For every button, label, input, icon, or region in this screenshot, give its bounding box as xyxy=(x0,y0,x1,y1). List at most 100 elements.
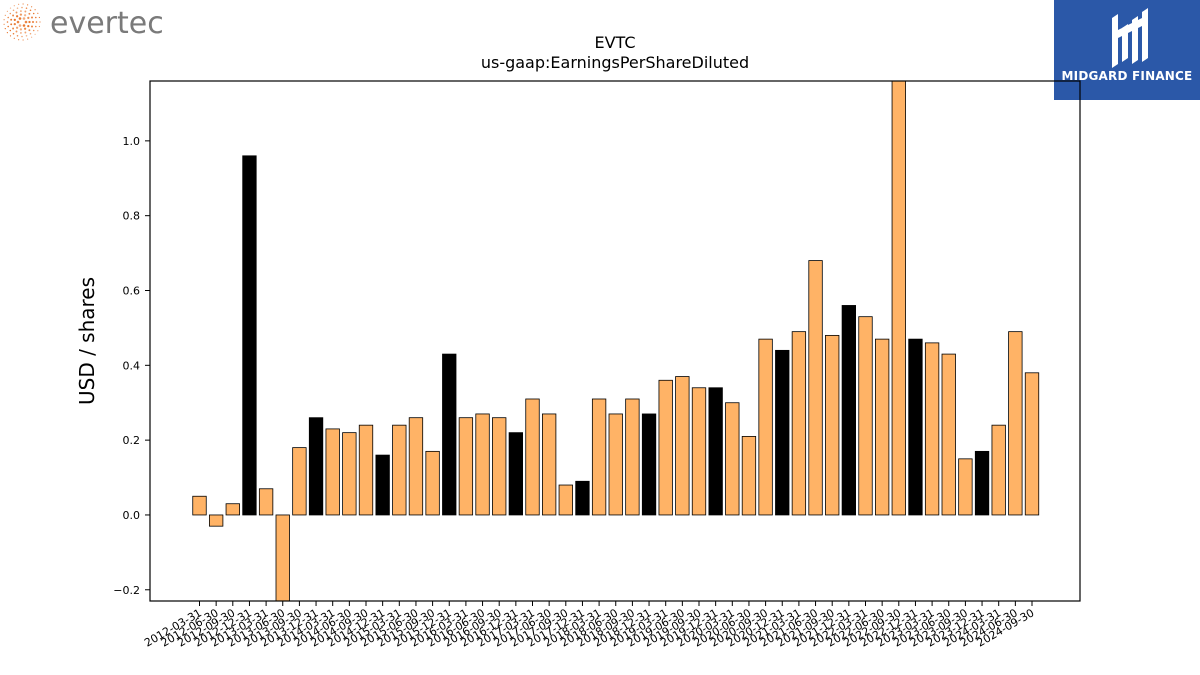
swirl-dot xyxy=(7,25,9,28)
bar-2013-06-30 xyxy=(275,514,290,602)
swirl-dot xyxy=(18,3,20,5)
bar-2021-09-30 xyxy=(825,334,840,516)
swirl-dot xyxy=(9,35,12,37)
swirl-dot xyxy=(28,12,31,15)
bar-2016-06-30 xyxy=(475,413,490,516)
swirl-dot xyxy=(34,9,36,11)
bar-2019-06-30 xyxy=(675,376,690,516)
swirl-dot xyxy=(38,16,41,19)
y-tick-label: 0.0 xyxy=(123,509,141,522)
bar-2013-12-31 xyxy=(308,417,324,516)
bar-2012-06-30 xyxy=(208,514,224,527)
swirl-dot xyxy=(15,26,19,29)
swirl-dot xyxy=(13,5,15,7)
bar-2018-03-31 xyxy=(591,398,607,516)
bar-2021-06-30 xyxy=(808,260,823,516)
bar-2022-09-30 xyxy=(891,80,906,516)
evertec-logo: evertec xyxy=(0,0,200,50)
midgard-logo-icon xyxy=(1112,8,1148,68)
plot-frame xyxy=(149,80,1081,602)
swirl-dot xyxy=(35,25,37,28)
swirl-dot xyxy=(19,10,22,13)
swirl-dot xyxy=(25,7,28,9)
bar-2013-03-31 xyxy=(258,488,274,516)
swirl-dot xyxy=(31,36,33,38)
swirl-dot xyxy=(16,7,19,9)
swirl-dot xyxy=(24,20,28,24)
swirl-dot xyxy=(13,37,15,39)
swirl-dot xyxy=(18,39,20,41)
swirl-dot xyxy=(4,28,6,30)
bar-2024-06-30 xyxy=(1008,331,1023,516)
bar-2017-06-30 xyxy=(542,413,557,516)
swirl-dot xyxy=(24,10,27,13)
swirl-dot xyxy=(39,21,41,23)
bar-2021-12-31 xyxy=(841,305,856,516)
swirl-dot xyxy=(6,21,9,23)
bar-2020-12-31 xyxy=(775,349,790,516)
midgard-finance-logo: MIDGARD FINANCE xyxy=(1054,0,1200,100)
y-tick-label: 1.0 xyxy=(123,135,141,148)
swirl-dot xyxy=(31,25,33,28)
bar-2017-12-31 xyxy=(575,480,590,516)
bar-2023-12-31 xyxy=(974,450,990,516)
swirl-dot xyxy=(4,14,6,16)
bar-2015-09-30 xyxy=(425,450,440,516)
swirl-dot xyxy=(19,28,23,31)
dotted-swirl-icon: evertec xyxy=(3,3,164,41)
swirl-dot xyxy=(35,16,37,19)
bar-2014-06-30 xyxy=(342,432,357,516)
bar-2024-03-31 xyxy=(991,424,1006,516)
bar-2015-12-31 xyxy=(442,353,457,516)
bar-2018-06-30 xyxy=(608,413,623,516)
swirl-dot xyxy=(27,24,30,28)
swirl-dot xyxy=(13,18,16,22)
swirl-dot xyxy=(15,11,18,14)
swirl-dot xyxy=(32,29,35,32)
bar-2021-03-31 xyxy=(791,331,807,516)
bar-2014-03-31 xyxy=(325,428,340,516)
midgard-wordmark: MIDGARD FINANCE xyxy=(1061,69,1193,83)
swirl-dot xyxy=(9,12,12,15)
swirl-dot xyxy=(6,10,8,12)
bar-2023-09-30 xyxy=(958,458,973,516)
swirl-dot xyxy=(21,35,23,38)
y-axis-label: USD / shares xyxy=(75,277,99,405)
swirl-dot xyxy=(6,31,8,34)
swirl-dot xyxy=(29,9,32,12)
swirl-dot xyxy=(15,15,19,18)
swirl-dot xyxy=(18,17,22,20)
bar-2015-06-30 xyxy=(408,417,424,516)
swirl-dot xyxy=(27,38,29,40)
bar-2023-06-30 xyxy=(941,353,956,516)
swirl-dot xyxy=(28,20,31,24)
swirl-dot xyxy=(12,9,15,12)
swirl-dot xyxy=(31,16,33,19)
bar-2015-03-31 xyxy=(392,424,407,516)
bar-2023-03-31 xyxy=(924,342,940,516)
bar-2017-03-31 xyxy=(525,398,540,516)
swirl-dot xyxy=(22,3,24,5)
evertec-wordmark: evertec xyxy=(50,6,164,41)
y-tick-label: 0.6 xyxy=(123,284,141,297)
y-tick-label: 0.4 xyxy=(123,359,141,372)
swirl-dot xyxy=(15,30,18,33)
bar-2018-12-31 xyxy=(641,413,657,516)
swirl-dot xyxy=(27,4,29,6)
swirl-dot xyxy=(31,6,33,8)
swirl-dot xyxy=(23,14,27,17)
bar-2022-12-31 xyxy=(908,338,923,516)
bar-2019-09-30 xyxy=(691,387,707,516)
bar-2020-06-30 xyxy=(741,435,757,516)
swirl-dot xyxy=(22,17,26,20)
swirl-dot xyxy=(37,12,39,14)
swirl-dot xyxy=(32,21,34,23)
bar-2016-03-31 xyxy=(458,417,474,516)
bar-2014-12-31 xyxy=(375,454,390,516)
bar-2013-09-30 xyxy=(292,447,307,516)
swirl-dot xyxy=(32,12,35,15)
swirl-dot xyxy=(12,32,15,35)
swirl-dot xyxy=(29,32,32,35)
swirl-dot xyxy=(19,31,22,34)
swirl-dot xyxy=(37,30,39,32)
